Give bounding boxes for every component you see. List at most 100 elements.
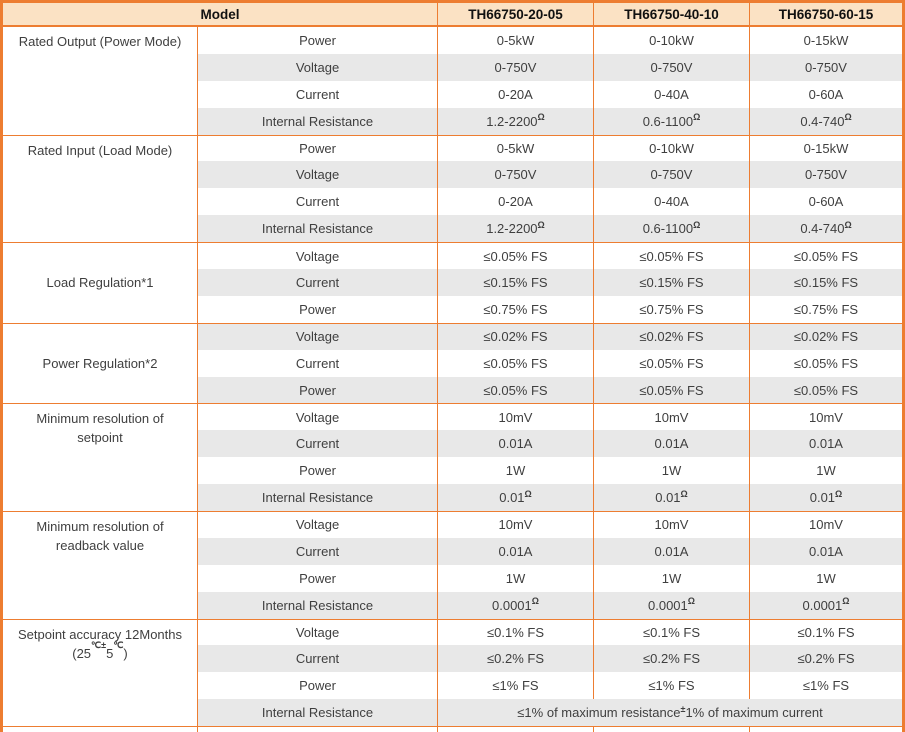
param-cell: Voltage <box>197 618 437 646</box>
value-cell: ≤0.05% FS <box>437 242 593 270</box>
value-cell: 10mV <box>593 511 749 538</box>
value-cell: ≤0.05% FS <box>593 242 749 270</box>
value-cell: ≤0.15% FS <box>593 269 749 296</box>
category-label-line: setpoint <box>77 430 123 446</box>
category-cell: Rated Input (Load Mode) <box>3 134 197 243</box>
param-cell: Voltage <box>197 511 437 538</box>
value-cell: 0-20A <box>437 80 593 108</box>
param-cell: Voltage <box>197 322 437 350</box>
category-cell: Rated Output (Power Mode) <box>3 27 197 135</box>
category-label-line: Setpoint accuracy 12Months <box>17 626 183 642</box>
param-cell: Current <box>197 349 437 377</box>
superscript: ℃± <box>91 640 107 651</box>
param-cell: Current <box>197 80 437 108</box>
category-label-line: Minimum resolution of <box>36 519 164 535</box>
value-cell: 10mV <box>749 511 902 538</box>
param-cell: Current <box>197 537 437 565</box>
value-cell: ≤0.05% FS <box>437 376 593 404</box>
category-label-line: (25℃±5℃) <box>72 640 128 661</box>
param-cell: Power <box>197 672 437 700</box>
value-cell: ≤0.1% FS <box>749 618 902 646</box>
value-cell: 0.4-740 Ω <box>749 107 902 135</box>
value-cell: 0.01A <box>437 430 593 458</box>
param-cell: Voltage <box>197 161 437 189</box>
category-label-line: Minimum resolution of <box>36 411 164 427</box>
category-label-line: readback value <box>55 538 145 554</box>
param-cell: Voltage <box>197 403 437 431</box>
spec-table-grid: Model TH66750-20-05 TH66750-40-10 TH6675… <box>3 3 902 732</box>
value-cell: ≤1% FS <box>749 672 902 700</box>
value-cell: 1.2-2200 Ω <box>437 215 593 243</box>
partial-row-cell <box>437 726 593 732</box>
value-cell: ≤0.75% FS <box>437 295 593 323</box>
param-cell: Voltage <box>197 53 437 81</box>
param-cell: Power <box>197 376 437 404</box>
value-cell: 0-20A <box>437 188 593 216</box>
value-cell: ≤0.02% FS <box>437 322 593 350</box>
param-cell: Internal Resistance <box>197 107 437 135</box>
value-cell: 0.0001 Ω <box>593 591 749 619</box>
param-cell: Current <box>197 269 437 296</box>
value-cell: 1W <box>437 564 593 592</box>
value-cell: ≤0.05% FS <box>437 349 593 377</box>
param-cell: Internal Resistance <box>197 484 437 512</box>
param-cell: Power <box>197 564 437 592</box>
value-cell: 0.01 Ω <box>593 484 749 512</box>
value-cell: ≤1% FS <box>437 672 593 700</box>
value-cell: 0-750V <box>593 53 749 81</box>
value-cell: 0-40A <box>593 188 749 216</box>
header-model-1: TH66750-20-05 <box>437 3 593 27</box>
superscript: ℃ <box>113 640 124 651</box>
param-cell: Power <box>197 457 437 485</box>
value-cell-merged: ≤1% of maximum resistance ±1% of maximum… <box>437 699 902 727</box>
value-cell: 0.01A <box>749 537 902 565</box>
param-cell: Power <box>197 27 437 54</box>
value-cell: ≤0.2% FS <box>593 645 749 673</box>
param-cell: Internal Resistance <box>197 215 437 243</box>
value-cell: 1W <box>437 457 593 485</box>
value-cell: 0-40A <box>593 80 749 108</box>
value-cell: ≤1% FS <box>593 672 749 700</box>
value-cell: ≤0.1% FS <box>437 618 593 646</box>
param-cell: Current <box>197 188 437 216</box>
category-label-line: Rated Output (Power Mode) <box>18 34 182 49</box>
value-cell: ≤0.02% FS <box>593 322 749 350</box>
value-cell: 0.01A <box>593 537 749 565</box>
value-cell: ≤0.05% FS <box>749 376 902 404</box>
value-cell: ≤0.05% FS <box>593 349 749 377</box>
value-cell: 1.2-2200 Ω <box>437 107 593 135</box>
value-cell: 0.6-1100 Ω <box>593 215 749 243</box>
value-cell: 0.01A <box>593 430 749 458</box>
value-cell: 1W <box>593 457 749 485</box>
value-cell: 0-750V <box>593 161 749 189</box>
value-cell: 10mV <box>593 403 749 431</box>
value-cell: 0-750V <box>437 53 593 81</box>
value-cell: ≤0.15% FS <box>437 269 593 296</box>
value-cell: 10mV <box>437 511 593 538</box>
value-cell: 0-750V <box>749 161 902 189</box>
param-cell: Power <box>197 295 437 323</box>
value-cell: 0-5kW <box>437 27 593 54</box>
value-cell: ≤0.2% FS <box>749 645 902 673</box>
value-cell: 10mV <box>749 403 902 431</box>
partial-row-cell <box>3 726 197 732</box>
param-cell: Current <box>197 645 437 673</box>
value-cell: ≤0.05% FS <box>749 242 902 270</box>
value-cell: 0-750V <box>437 161 593 189</box>
category-label-line: Power Regulation*2 <box>42 356 158 372</box>
value-cell: ≤0.1% FS <box>593 618 749 646</box>
value-cell: ≤0.15% FS <box>749 269 902 296</box>
value-cell: 0.01A <box>437 537 593 565</box>
param-cell: Internal Resistance <box>197 699 437 727</box>
value-cell: ≤0.2% FS <box>437 645 593 673</box>
param-cell: Power <box>197 134 437 162</box>
category-cell: Minimum resolution of setpoint <box>3 403 197 512</box>
value-cell: 0-60A <box>749 188 902 216</box>
category-cell: Load Regulation*1 <box>3 242 197 323</box>
value-cell: ≤0.05% FS <box>749 349 902 377</box>
value-cell: 1W <box>749 564 902 592</box>
value-cell: 0-60A <box>749 80 902 108</box>
value-cell: ≤0.75% FS <box>593 295 749 323</box>
partial-row-cell <box>749 726 902 732</box>
